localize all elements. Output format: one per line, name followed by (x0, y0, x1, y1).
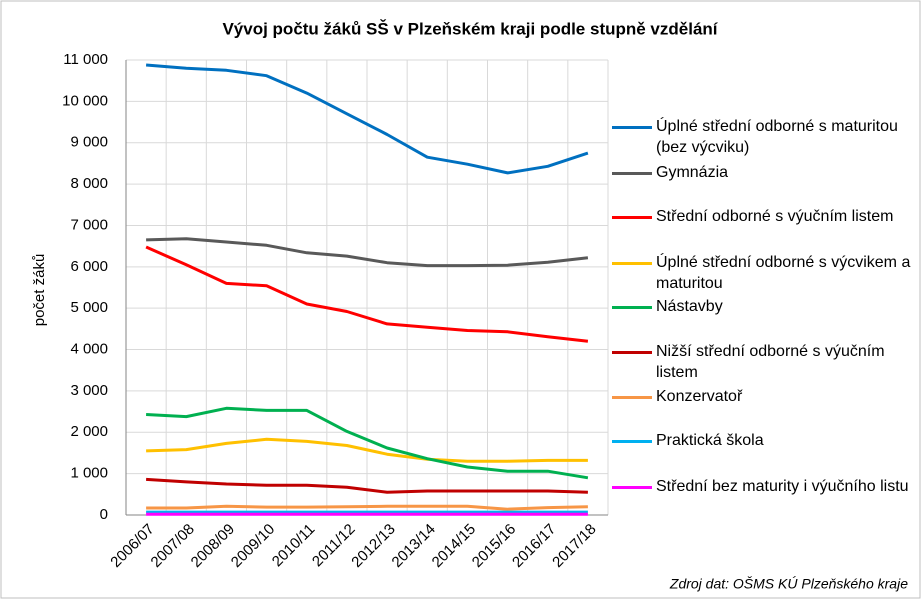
source-note: Zdroj dat: OŠMS KÚ Plzeňského kraje (669, 576, 908, 592)
legend-item: Gymnázia (612, 162, 912, 183)
x-tick-label: 2007/08 (148, 521, 198, 571)
legend-label: Nástavby (656, 298, 723, 315)
legend-label: Praktická škola (656, 432, 764, 449)
y-tick-label: 10 000 (62, 92, 108, 109)
legend-label: Úplné střední odborné s maturitou (bez v… (656, 118, 898, 156)
series-line (146, 437, 588, 463)
x-tick-label: 2012/13 (348, 521, 398, 571)
legend-swatch (612, 172, 652, 175)
legend-swatch (612, 216, 652, 219)
y-axis-label: počet žáků (31, 254, 48, 327)
x-tick-label: 2010/11 (269, 521, 319, 571)
legend-item: Konzervatoř (612, 386, 912, 407)
x-tick-label: 2006/07 (107, 521, 157, 571)
y-tick-label: 6 000 (70, 258, 108, 275)
x-tick-label: 2008/09 (188, 521, 238, 571)
series-line (145, 245, 589, 343)
legend-item: Střední bez maturity i výučního listu (612, 476, 912, 497)
legend-item: Nižší střední odborné s výučním listem (612, 341, 912, 383)
legend-swatch (612, 126, 652, 129)
series-line (146, 406, 589, 480)
legend-item: Praktická škola (612, 430, 912, 451)
x-tick-label: 2017/18 (549, 521, 599, 571)
y-tick-label: 5 000 (70, 299, 108, 316)
legend-swatch (612, 486, 652, 489)
x-tick-label: 2009/10 (228, 521, 278, 571)
series-line (146, 237, 589, 268)
legend-swatch (612, 440, 652, 443)
y-tick-label: 4 000 (70, 341, 108, 358)
series-line (146, 504, 588, 511)
legend-swatch (612, 262, 652, 265)
legend-item: Úplné střední odborné s výcvikem a matur… (612, 252, 912, 294)
x-tick-label: 2016/17 (509, 521, 559, 571)
series-line (146, 477, 588, 494)
legend-swatch (612, 306, 652, 309)
y-tick-label: 2 000 (70, 423, 108, 440)
x-tick-label: 2015/16 (469, 521, 519, 571)
legend-label: Střední bez maturity i výučního listu (656, 478, 909, 495)
chart-title: Vývoj počtu žáků SŠ v Plzeňském kraji po… (222, 19, 718, 38)
legend-item: Úplné střední odborné s maturitou (bez v… (612, 116, 912, 158)
y-tick-label: 1 000 (70, 465, 108, 482)
legend-swatch (612, 351, 652, 354)
y-tick-label: 8 000 (70, 175, 108, 192)
x-tick-label: 2014/15 (429, 521, 479, 571)
y-tick-label: 3 000 (70, 382, 108, 399)
y-tick-label: 9 000 (70, 134, 108, 151)
legend-label: Střední odborné s výučním listem (656, 208, 894, 225)
y-tick-label: 0 (100, 506, 108, 523)
series-line (145, 63, 589, 175)
legend-item: Nástavby (612, 296, 912, 317)
legend-swatch (612, 396, 652, 399)
legend-label: Konzervatoř (656, 388, 743, 405)
legend-label: Gymnázia (656, 164, 729, 181)
x-tick-label: 2013/14 (389, 521, 439, 571)
y-tick-label: 7 000 (70, 216, 108, 233)
legend-item: Střední odborné s výučním listem (612, 206, 912, 227)
y-tick-label: 11 000 (63, 51, 108, 68)
legend-label: Úplné střední odborné s výcvikem a matur… (656, 254, 911, 292)
legend-label: Nižší střední odborné s výučním listem (656, 343, 885, 381)
